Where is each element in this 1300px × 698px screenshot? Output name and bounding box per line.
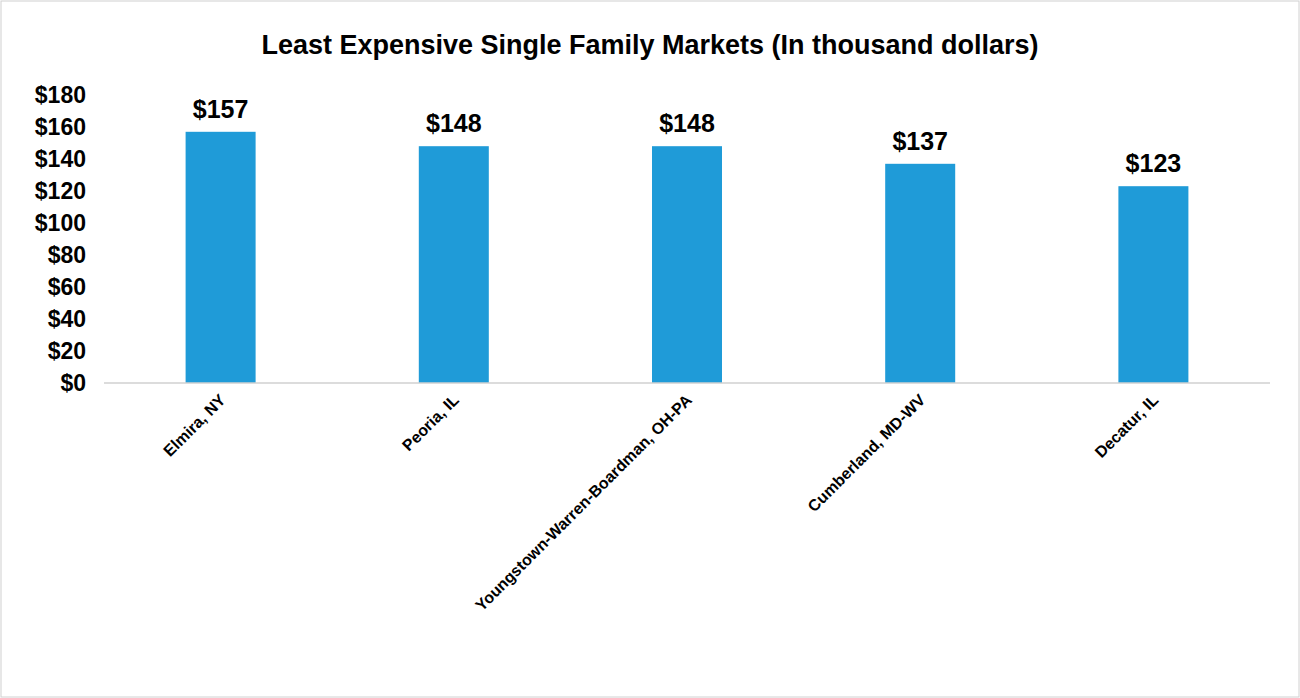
bars (186, 132, 1189, 383)
tick-label: $20 (48, 338, 86, 364)
bar (186, 132, 256, 383)
category-label: Youngstown-Warren-Boardman, OH-PA (472, 391, 695, 614)
title: Least Expensive Single Family Markets (I… (261, 30, 1038, 60)
tick-label: $40 (48, 306, 86, 332)
tick-label: $100 (35, 210, 86, 236)
tick-mark (100, 319, 104, 320)
tick-label: $120 (35, 178, 86, 204)
tick-label: $80 (48, 242, 86, 268)
category-label: Peoria, IL (399, 391, 462, 454)
category-label: Decatur, IL (1092, 391, 1162, 461)
frame (1, 1, 1299, 697)
data-label: $148 (659, 109, 715, 137)
x-axis: Elmira, NY Peoria, ILYoungstown-Warren-Bo… (160, 391, 1162, 614)
tick-mark (100, 287, 104, 288)
category-label: Elmira, NY (160, 391, 229, 460)
tick-mark (100, 351, 104, 352)
data-labels: $157 $148 $148 $137 $123 (193, 95, 1181, 177)
tick-mark (100, 383, 104, 384)
tick-mark (100, 95, 104, 96)
y-axis: $0 $20 $40 $60 $80 $100 $120 $140 $160 $180 (35, 82, 104, 396)
tick-mark (100, 159, 104, 160)
tick-mark (100, 127, 104, 128)
bar (419, 146, 489, 383)
x-axis-line (104, 382, 1270, 384)
bar (885, 164, 955, 383)
tick-label: $60 (48, 274, 86, 300)
tick-label: $180 (35, 82, 86, 108)
data-label: $137 (892, 127, 948, 155)
bar (652, 146, 722, 383)
category-label: Cumberland, MD-WV (804, 391, 928, 515)
bar (1118, 186, 1188, 383)
data-label: $148 (426, 109, 482, 137)
tick-mark (100, 191, 104, 192)
chart: Least Expensive Single Family Markets (I… (0, 0, 1300, 698)
data-label: $157 (193, 95, 249, 123)
tick-mark (100, 223, 104, 224)
tick-mark (100, 255, 104, 256)
tick-label: $160 (35, 114, 86, 140)
tick-label: $0 (60, 370, 86, 396)
tick-label: $140 (35, 146, 86, 172)
data-label: $123 (1126, 149, 1182, 177)
